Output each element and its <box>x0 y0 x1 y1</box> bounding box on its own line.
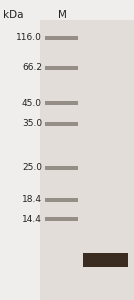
Bar <box>45 198 78 202</box>
Text: kDa: kDa <box>3 10 23 20</box>
Text: 35.0: 35.0 <box>22 119 42 128</box>
Bar <box>45 166 78 170</box>
Bar <box>45 122 78 126</box>
Bar <box>45 66 78 70</box>
Bar <box>83 253 128 267</box>
Text: 45.0: 45.0 <box>22 98 42 107</box>
Bar <box>45 101 78 105</box>
Text: 25.0: 25.0 <box>22 164 42 172</box>
Text: 14.4: 14.4 <box>22 214 42 224</box>
Text: 18.4: 18.4 <box>22 196 42 205</box>
Text: 66.2: 66.2 <box>22 64 42 73</box>
Text: M: M <box>58 10 66 20</box>
Bar <box>45 36 78 40</box>
Bar <box>40 20 134 300</box>
Text: 116.0: 116.0 <box>16 34 42 43</box>
Bar <box>45 217 78 221</box>
